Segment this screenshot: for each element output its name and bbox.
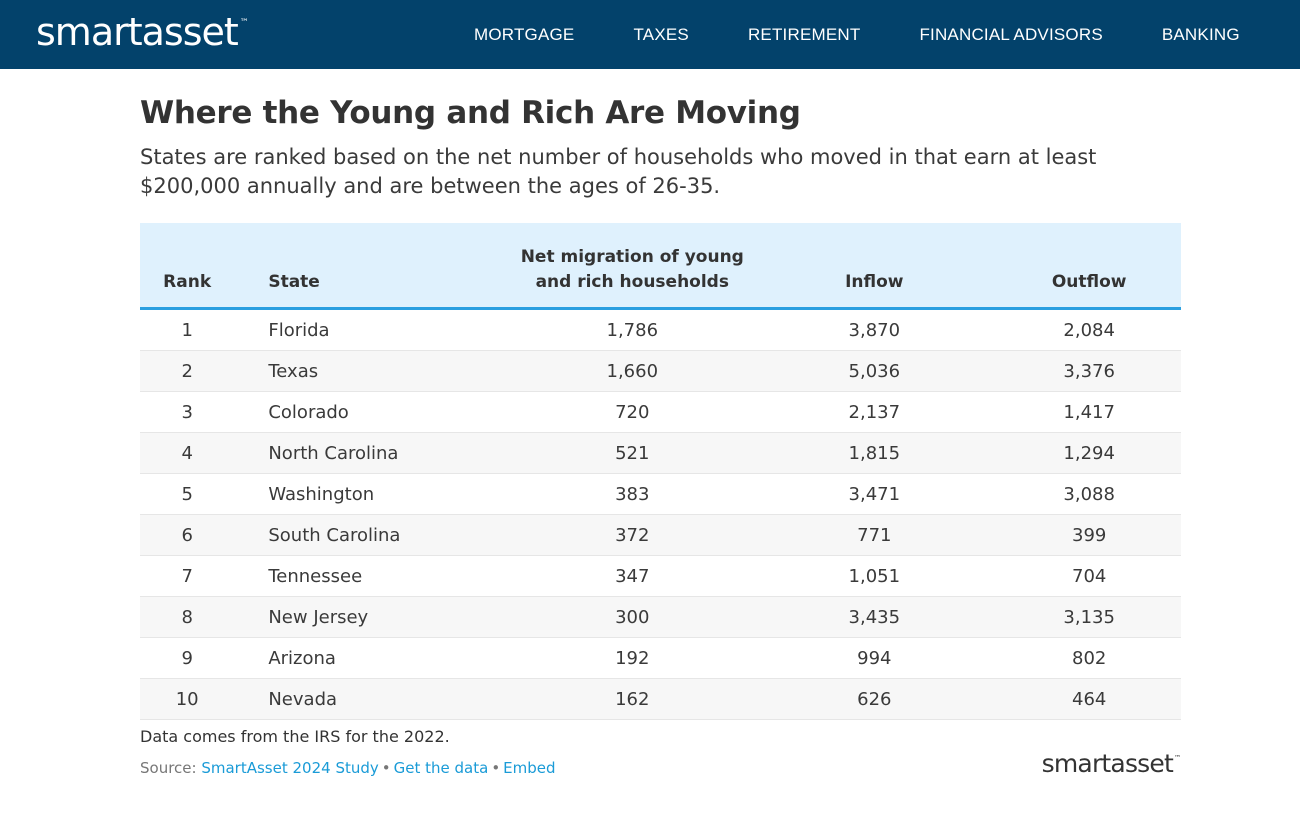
table-row: 1 Florida 1,786 3,870 2,084: [140, 308, 1181, 351]
inflow-cell: 994: [751, 637, 998, 679]
footer-logo-trademark: ™: [1174, 754, 1181, 762]
state-cell: South Carolina: [234, 514, 514, 556]
table-row: 8 New Jersey 300 3,435 3,135: [140, 596, 1181, 638]
table-row: 4 North Carolina 521 1,815 1,294: [140, 432, 1181, 474]
rank-cell: 1: [140, 308, 235, 351]
source-line: Source: SmartAsset 2024 Study • Get the da…: [140, 759, 556, 777]
table-row: 7 Tennessee 347 1,051 704: [140, 555, 1181, 597]
table-row: 2 Texas 1,660 5,036 3,376: [140, 350, 1181, 392]
rank-cell: 4: [140, 432, 235, 474]
logo-text: smartasset: [36, 10, 239, 54]
state-cell: North Carolina: [234, 432, 514, 474]
header-outflow[interactable]: Outflow: [997, 223, 1181, 310]
study-link[interactable]: SmartAsset 2024 Study: [201, 759, 379, 777]
net-migration-cell: 383: [513, 473, 752, 515]
net-migration-cell: 1,786: [513, 308, 752, 351]
inflow-cell: 1,051: [751, 555, 998, 597]
net-migration-cell: 162: [513, 678, 752, 720]
embed-link[interactable]: Embed: [503, 759, 556, 777]
table-row: 6 South Carolina 372 771 399: [140, 514, 1181, 556]
rank-cell: 5: [140, 473, 235, 515]
inflow-cell: 5,036: [751, 350, 998, 392]
table-row: 9 Arizona 192 994 802: [140, 637, 1181, 679]
rank-cell: 2: [140, 350, 235, 392]
main-nav: MORTGAGE TAXES RETIREMENT FINANCIAL ADVI…: [474, 0, 1299, 69]
separator-dot: •: [381, 759, 391, 777]
outflow-cell: 1,294: [997, 432, 1181, 474]
study-content: Where the Young and Rich Are Moving Stat…: [140, 69, 1181, 778]
table-row: 5 Washington 383 3,471 3,088: [140, 473, 1181, 515]
header-net-migration-label: Net migration of young and rich househol…: [520, 247, 744, 292]
data-footnote: Data comes from the IRS for the 2022.: [140, 727, 450, 746]
inflow-cell: 771: [751, 514, 998, 556]
separator-dot: •: [491, 759, 501, 777]
inflow-cell: 2,137: [751, 391, 998, 433]
net-migration-cell: 347: [513, 555, 752, 597]
rank-cell: 8: [140, 596, 235, 638]
page-subtitle: States are ranked based on the net numbe…: [140, 145, 1097, 198]
rank-cell: 3: [140, 391, 235, 433]
footer-logo-text: smartasset: [1041, 749, 1174, 778]
nav-taxes[interactable]: TAXES: [633, 24, 689, 44]
ranking-table: Rank State Net migration of young and ri…: [140, 223, 1181, 720]
rank-cell: 7: [140, 555, 235, 597]
outflow-cell: 802: [997, 637, 1181, 679]
net-migration-cell: 372: [513, 514, 752, 556]
table-header-row: Rank State Net migration of young and ri…: [140, 223, 1181, 310]
inflow-cell: 626: [751, 678, 998, 720]
header-rank[interactable]: Rank: [140, 223, 235, 310]
logo-trademark: ™: [239, 18, 249, 28]
net-migration-cell: 720: [513, 391, 752, 433]
outflow-cell: 704: [997, 555, 1181, 597]
outflow-cell: 3,135: [997, 596, 1181, 638]
outflow-cell: 1,417: [997, 391, 1181, 433]
state-cell: Washington: [234, 473, 514, 515]
state-cell: Nevada: [234, 678, 514, 720]
net-migration-cell: 300: [513, 596, 752, 638]
footer-smartasset-logo[interactable]: smartasset ™: [1042, 749, 1181, 778]
state-cell: Arizona: [234, 637, 514, 679]
outflow-cell: 399: [997, 514, 1181, 556]
inflow-cell: 1,815: [751, 432, 998, 474]
outflow-cell: 464: [997, 678, 1181, 720]
inflow-cell: 3,870: [751, 308, 998, 351]
smartasset-logo[interactable]: smartasset ™: [36, 10, 249, 54]
rank-cell: 6: [140, 514, 235, 556]
outflow-cell: 2,084: [997, 308, 1181, 351]
table-row: 10 Nevada 162 626 464: [140, 678, 1181, 720]
nav-banking[interactable]: BANKING: [1161, 24, 1240, 44]
table-body: 1 Florida 1,786 3,870 2,084 2 Texas 1,660 5,036 3…: [140, 308, 1181, 720]
state-cell: Tennessee: [234, 555, 514, 597]
nav-financial-advisors[interactable]: FINANCIAL ADVISORS: [919, 24, 1103, 44]
inflow-cell: 3,435: [751, 596, 998, 638]
outflow-cell: 3,088: [997, 473, 1181, 515]
nav-mortgage[interactable]: MORTGAGE: [474, 24, 575, 44]
state-cell: Texas: [234, 350, 514, 392]
outflow-cell: 3,376: [997, 350, 1181, 392]
get-data-link[interactable]: Get the data: [393, 759, 489, 777]
net-migration-cell: 192: [513, 637, 752, 679]
state-cell: New Jersey: [234, 596, 514, 638]
header-inflow[interactable]: Inflow: [751, 223, 998, 310]
inflow-cell: 3,471: [751, 473, 998, 515]
header-net-migration[interactable]: Net migration of young and rich househol…: [513, 223, 752, 310]
rank-cell: 10: [140, 678, 235, 720]
source-label: Source:: [140, 759, 197, 777]
state-cell: Colorado: [234, 391, 514, 433]
net-migration-cell: 1,660: [513, 350, 752, 392]
nav-retirement[interactable]: RETIREMENT: [747, 24, 861, 44]
table-row: 3 Colorado 720 2,137 1,417: [140, 391, 1181, 433]
page-title: Where the Young and Rich Are Moving: [140, 95, 801, 131]
rank-cell: 9: [140, 637, 235, 679]
net-migration-cell: 521: [513, 432, 752, 474]
top-navigation-bar: smartasset ™ MORTGAGE TAXES RETIREMENT FI…: [0, 0, 1300, 69]
header-state[interactable]: State: [234, 223, 514, 310]
state-cell: Florida: [234, 308, 514, 351]
